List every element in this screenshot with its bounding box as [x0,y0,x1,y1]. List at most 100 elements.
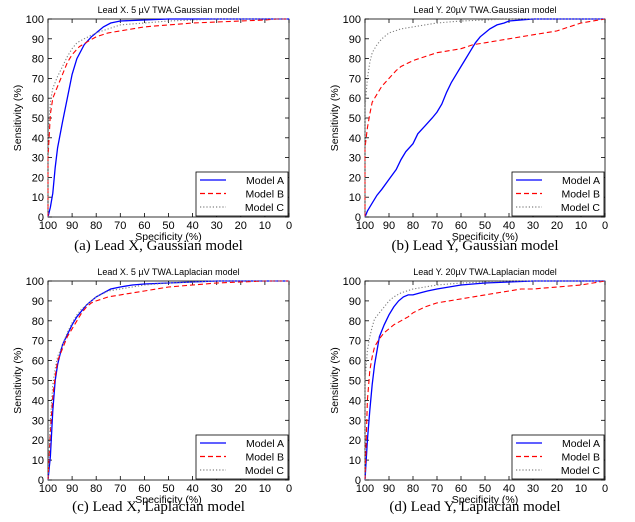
y-axis-label: Sensitivity (%) [329,85,341,152]
x-tick-label: 60 [138,220,150,232]
chart-title: Lead Y. 20µV TWA.Gaussian model [414,5,557,15]
y-tick-label: 20 [32,172,44,184]
x-tick-label: 70 [431,483,443,495]
chart-title: Lead Y. 20µV TWA.Laplacian model [413,267,556,277]
x-tick-label: 60 [138,483,150,495]
y-tick-label: 50 [349,376,361,388]
y-tick-label: 80 [349,316,361,328]
series-line-model-a [364,280,605,481]
x-axis-label: Specificity (%) [135,231,202,243]
y-tick-label: 20 [349,435,361,447]
y-tick-label: 80 [32,54,44,66]
y-tick-label: 0 [38,475,44,487]
y-tick-label: 50 [349,113,361,125]
x-tick-label: 100 [356,483,374,495]
figure-caption: (a) Lead X, Gaussian model [74,238,243,254]
legend-label: Model B [245,189,284,201]
legend-label: Model A [246,175,284,187]
series-line-model-a [364,18,605,218]
y-axis-label: Sensitivity (%) [12,85,24,152]
y-tick-label: 60 [349,356,361,368]
x-tick-label: 80 [90,220,102,232]
x-tick-label: 0 [602,483,608,495]
x-tick-label: 90 [66,220,78,232]
y-tick-label: 10 [32,455,44,467]
x-tick-label: 50 [162,483,174,495]
y-tick-label: 0 [355,475,361,487]
y-tick-label: 100 [343,276,361,288]
y-tick-label: 0 [355,212,361,224]
chart-title: Lead X. 5 µV TWA.Laplacian model [97,267,239,277]
legend-label: Model A [562,438,600,450]
series-line-model-a [47,18,289,218]
series-line-model-a [47,280,289,481]
y-tick-label: 30 [32,153,44,165]
x-tick-label: 50 [479,483,491,495]
y-tick-label: 40 [349,133,361,145]
legend-label: Model A [562,175,600,187]
x-tick-label: 70 [114,220,126,232]
y-tick-label: 10 [349,192,361,204]
x-axis-label: Specificity (%) [135,494,202,506]
y-tick-label: 70 [349,73,361,85]
figure-caption: (d) Lead Y, Laplacian model [389,499,560,515]
y-tick-label: 100 [343,14,361,26]
x-axis-label: Specificity (%) [452,231,519,243]
x-tick-label: 0 [286,220,292,232]
y-tick-label: 10 [32,192,44,204]
y-tick-label: 90 [349,34,361,46]
x-tick-label: 90 [383,220,395,232]
x-tick-label: 60 [455,483,467,495]
y-tick-label: 40 [32,395,44,407]
x-tick-label: 70 [431,220,443,232]
y-tick-label: 20 [32,435,44,447]
legend-label: Model B [561,452,600,464]
y-tick-label: 70 [349,336,361,348]
x-tick-label: 20 [235,483,247,495]
x-tick-label: 0 [602,220,608,232]
y-tick-label: 60 [32,93,44,105]
y-tick-label: 30 [32,415,44,427]
y-tick-label: 100 [26,14,44,26]
legend-label: Model A [246,438,284,450]
x-tick-label: 50 [479,220,491,232]
y-tick-label: 0 [38,212,44,224]
y-tick-label: 60 [32,356,44,368]
x-tick-label: 60 [455,220,467,232]
x-tick-label: 80 [90,483,102,495]
y-tick-label: 60 [349,93,361,105]
x-tick-label: 20 [551,220,563,232]
legend-label: Model C [245,465,285,477]
y-tick-label: 40 [32,133,44,145]
y-tick-label: 80 [349,54,361,66]
chart-title: Lead X. 5 µV TWA.Gaussian model [98,5,240,15]
y-axis-label: Sensitivity (%) [12,347,24,414]
series-line-model-b [47,280,289,481]
legend-label: Model C [561,202,601,214]
x-tick-label: 100 [39,483,57,495]
x-tick-label: 10 [259,483,271,495]
y-axis-label: Sensitivity (%) [329,347,341,414]
y-tick-label: 90 [32,34,44,46]
x-tick-label: 10 [259,220,271,232]
x-tick-label: 30 [211,483,223,495]
x-tick-label: 40 [503,220,515,232]
x-tick-label: 0 [286,483,292,495]
legend-label: Model C [245,202,285,214]
y-tick-label: 80 [32,316,44,328]
x-tick-label: 90 [383,483,395,495]
chart-panel-4: Lead Y. 20µV TWA.Laplacian model 100 90 80 7… [329,267,608,515]
legend-label: Model B [245,452,284,464]
figure-caption: (c) Lead X, Laplacian model [72,499,245,515]
series-line-model-c [364,280,605,480]
x-tick-label: 80 [407,220,419,232]
x-tick-label: 100 [356,220,374,232]
series-line-model-b [47,18,289,217]
x-tick-label: 20 [551,483,563,495]
y-tick-label: 50 [32,113,44,125]
x-tick-label: 30 [527,483,539,495]
